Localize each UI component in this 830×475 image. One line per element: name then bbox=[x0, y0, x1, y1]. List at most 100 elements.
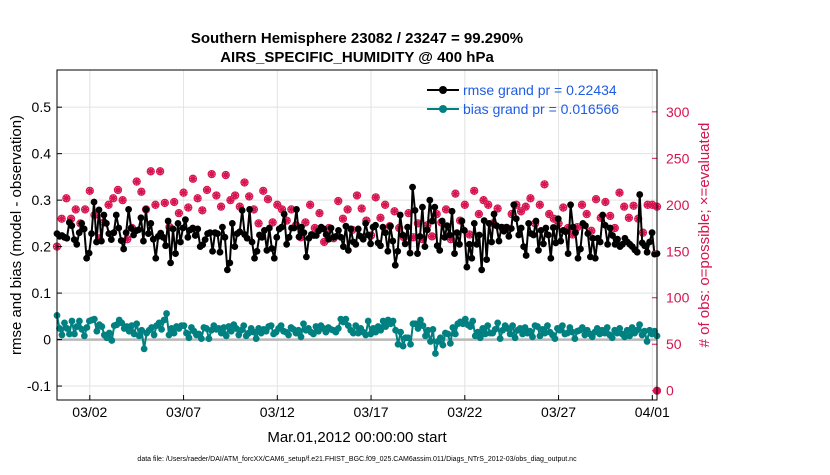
obs-possible-marker bbox=[254, 219, 263, 228]
rmse-point bbox=[246, 206, 253, 213]
obs-possible-marker bbox=[615, 188, 624, 197]
obs-evaluated-marker bbox=[217, 203, 225, 210]
obs-possible-marker bbox=[155, 167, 165, 176]
data-file-footnote: data file: /Users/raeder/DAI/ATM_forcXX/… bbox=[137, 456, 577, 463]
bias-point bbox=[389, 317, 397, 325]
rmse-point bbox=[510, 201, 518, 209]
bias-point bbox=[643, 338, 651, 345]
rmse-point bbox=[327, 224, 335, 232]
bias-point bbox=[427, 338, 434, 345]
rmse-point bbox=[100, 211, 108, 219]
y-tick-label-left: 0.5 bbox=[32, 99, 52, 115]
bias-point bbox=[58, 331, 66, 339]
obs-evaluated-marker bbox=[414, 220, 422, 227]
rmse-point bbox=[95, 206, 103, 214]
rmse-point bbox=[199, 241, 207, 249]
rmse-point bbox=[591, 254, 599, 262]
x-tick-label: 03/27 bbox=[541, 404, 576, 420]
obs-possible-marker bbox=[521, 202, 530, 211]
rmse-point bbox=[411, 206, 419, 214]
bias-point bbox=[138, 326, 146, 334]
bias-point bbox=[444, 330, 452, 338]
rmse-point bbox=[577, 245, 584, 253]
bias-point bbox=[504, 325, 512, 332]
bias-point bbox=[382, 323, 390, 330]
obs-possible-marker bbox=[137, 187, 146, 196]
bias-point bbox=[163, 310, 170, 317]
bias-point bbox=[419, 322, 427, 330]
rmse-point bbox=[142, 206, 150, 213]
rmse-point bbox=[426, 196, 434, 204]
obs-possible-marker bbox=[221, 170, 230, 180]
rmse-point bbox=[90, 198, 98, 206]
rmse-point bbox=[389, 237, 397, 245]
rmse-point bbox=[535, 246, 542, 254]
bias-point bbox=[377, 326, 385, 334]
rmse-point bbox=[144, 230, 152, 238]
obs-possible-marker bbox=[179, 188, 188, 197]
rmse-point bbox=[164, 217, 172, 225]
obs-possible-marker bbox=[132, 177, 141, 186]
obs-possible-marker bbox=[601, 197, 610, 207]
obs-evaluated-marker bbox=[175, 209, 183, 217]
obs-evaluated-marker bbox=[405, 209, 412, 217]
y-tick-label-right: 200 bbox=[666, 197, 690, 213]
rmse-point bbox=[221, 233, 229, 241]
obs-evaluated-marker bbox=[264, 196, 272, 203]
rmse-point bbox=[505, 232, 513, 240]
bias-point bbox=[529, 333, 536, 341]
obs-possible-marker bbox=[174, 209, 184, 218]
bias-point bbox=[469, 317, 477, 325]
rmse-point bbox=[540, 240, 547, 248]
obs-evaluated-marker bbox=[419, 235, 426, 243]
obs-possible-marker bbox=[516, 207, 526, 216]
obs-evaluated-marker bbox=[358, 205, 365, 212]
bias-point bbox=[628, 324, 636, 331]
rmse-point bbox=[152, 254, 160, 262]
obs-evaluated-marker bbox=[494, 205, 501, 212]
bias-point bbox=[626, 332, 634, 340]
obs-evaluated-marker bbox=[133, 178, 140, 185]
obs-evaluated-marker bbox=[522, 203, 529, 210]
obs-evaluated-marker bbox=[208, 170, 215, 178]
x-tick-label: 03/22 bbox=[447, 404, 482, 420]
obs-evaluated-marker bbox=[67, 215, 75, 222]
rmse-point bbox=[557, 237, 565, 245]
rmse-point bbox=[362, 219, 370, 227]
bias-point bbox=[578, 324, 586, 331]
obs-evaluated-marker bbox=[381, 201, 389, 208]
bias-point bbox=[227, 327, 235, 335]
obs-possible-marker bbox=[624, 213, 634, 222]
obs-evaluated-marker bbox=[625, 214, 633, 222]
legend-bias-marker bbox=[439, 105, 447, 113]
obs-evaluated-marker bbox=[508, 210, 515, 218]
rmse-point bbox=[228, 219, 236, 227]
obs-evaluated-marker bbox=[152, 201, 159, 208]
rmse-point bbox=[601, 221, 609, 229]
obs-evaluated-marker bbox=[236, 203, 244, 210]
rmse-point bbox=[73, 240, 81, 248]
x-tick-label: 03/02 bbox=[72, 404, 107, 420]
rmse-point bbox=[283, 240, 291, 248]
rmse-point bbox=[443, 222, 451, 230]
bias-point bbox=[571, 335, 579, 343]
rmse-point bbox=[399, 231, 407, 239]
bias-point bbox=[334, 325, 342, 332]
rmse-point bbox=[465, 240, 473, 248]
obs-evaluated-marker bbox=[320, 238, 328, 246]
rmse-point bbox=[646, 238, 653, 246]
bias-point bbox=[80, 332, 88, 340]
obs-evaluated-marker bbox=[466, 231, 473, 238]
legend-rmse-marker bbox=[439, 86, 447, 94]
obs-possible-marker bbox=[577, 200, 587, 209]
rmse-point bbox=[379, 223, 387, 231]
bias-point bbox=[140, 345, 148, 353]
bias-point bbox=[491, 325, 499, 333]
rmse-point bbox=[547, 254, 555, 262]
rmse-point bbox=[515, 231, 523, 239]
rmse-point bbox=[243, 234, 251, 242]
rmse-point bbox=[236, 228, 244, 236]
rmse-point bbox=[251, 254, 258, 262]
obs-possible-marker bbox=[493, 204, 502, 213]
obs-evaluated-marker bbox=[58, 215, 65, 222]
